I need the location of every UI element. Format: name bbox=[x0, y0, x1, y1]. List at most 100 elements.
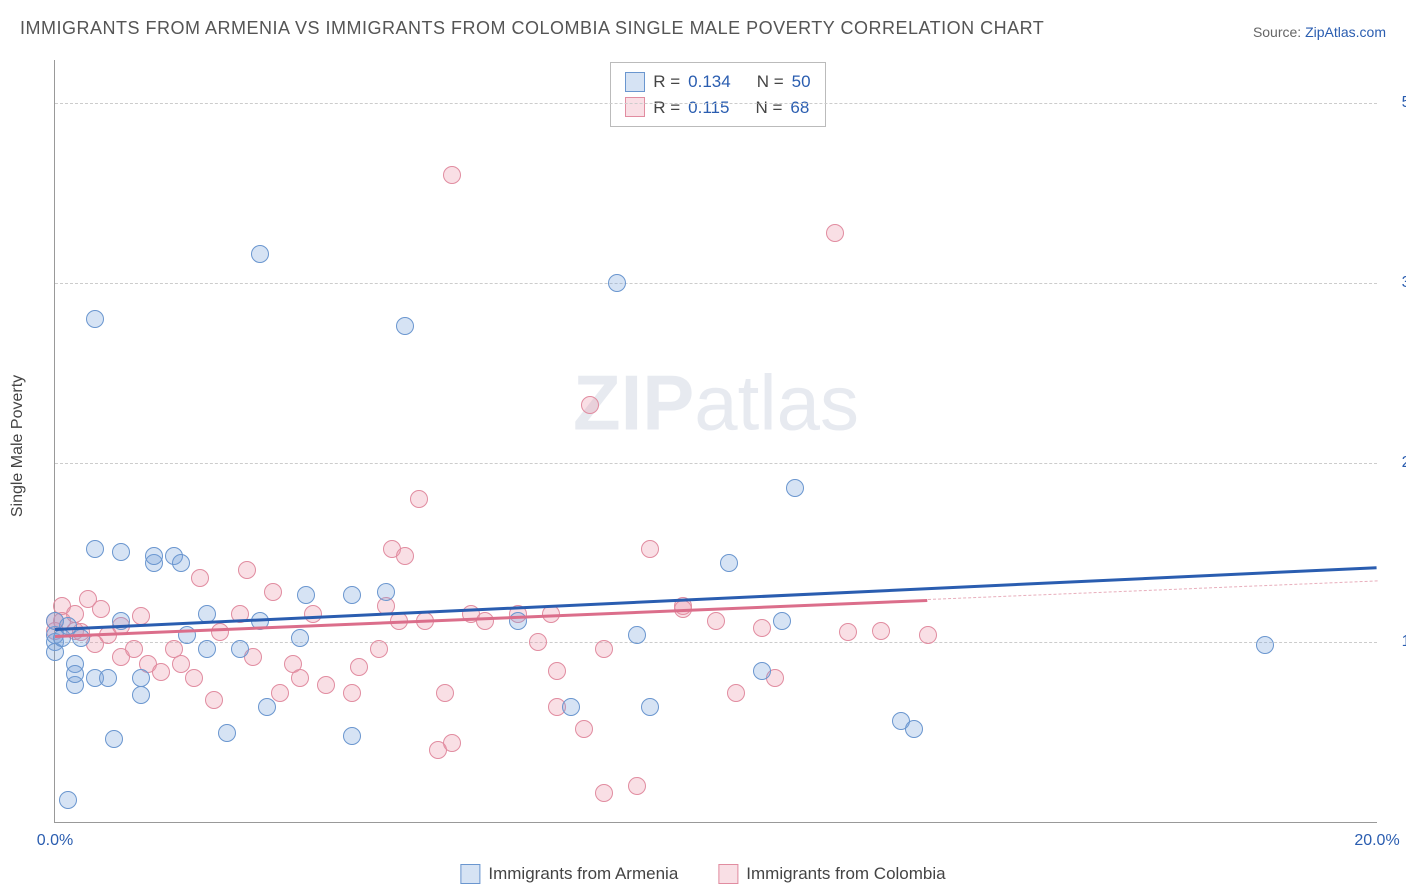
data-point bbox=[436, 684, 454, 702]
data-point bbox=[628, 777, 646, 795]
data-point bbox=[132, 686, 150, 704]
legend-n-value: 50 bbox=[792, 69, 811, 95]
data-point bbox=[258, 698, 276, 716]
watermark: ZIPatlas bbox=[573, 357, 859, 448]
data-point bbox=[191, 569, 209, 587]
x-tick-label: 20.0% bbox=[1354, 832, 1399, 850]
data-point bbox=[304, 605, 322, 623]
legend-bottom: Immigrants from Armenia Immigrants from C… bbox=[460, 864, 945, 884]
data-point bbox=[707, 612, 725, 630]
legend-stats-row: R = 0.134 N = 50 bbox=[625, 69, 810, 95]
data-point bbox=[1256, 636, 1274, 654]
data-point bbox=[628, 626, 646, 644]
data-point bbox=[238, 561, 256, 579]
data-point bbox=[125, 640, 143, 658]
data-point bbox=[377, 583, 395, 601]
data-point bbox=[172, 554, 190, 572]
y-tick-label: 25.0% bbox=[1387, 454, 1406, 472]
gridline-h bbox=[55, 283, 1377, 284]
source-attribution: Source: ZipAtlas.com bbox=[1253, 24, 1386, 40]
data-point bbox=[218, 724, 236, 742]
y-tick-label: 12.5% bbox=[1387, 633, 1406, 651]
gridline-h bbox=[55, 463, 1377, 464]
legend-r-label: R = bbox=[653, 69, 680, 95]
data-point bbox=[443, 166, 461, 184]
data-point bbox=[608, 274, 626, 292]
data-point bbox=[641, 540, 659, 558]
scatter-plot: ZIPatlas R =0.134N =50R =0.115N =68 12.5… bbox=[54, 60, 1377, 823]
legend-n-label: N = bbox=[755, 95, 782, 121]
data-point bbox=[343, 586, 361, 604]
data-point bbox=[919, 626, 937, 644]
data-point bbox=[251, 245, 269, 263]
data-point bbox=[581, 396, 599, 414]
data-point bbox=[291, 629, 309, 647]
y-axis-label: Single Male Poverty bbox=[9, 375, 27, 517]
data-point bbox=[595, 784, 613, 802]
data-point bbox=[826, 224, 844, 242]
data-point bbox=[264, 583, 282, 601]
data-point bbox=[529, 633, 547, 651]
legend-r-label: R = bbox=[653, 95, 680, 121]
data-point bbox=[641, 698, 659, 716]
legend-item: Immigrants from Colombia bbox=[718, 864, 945, 884]
data-point bbox=[152, 663, 170, 681]
data-point bbox=[297, 586, 315, 604]
data-point bbox=[145, 547, 163, 565]
legend-label: Immigrants from Colombia bbox=[746, 864, 945, 884]
data-point bbox=[132, 669, 150, 687]
data-point bbox=[343, 727, 361, 745]
data-point bbox=[205, 691, 223, 709]
data-point bbox=[562, 698, 580, 716]
data-point bbox=[410, 490, 428, 508]
data-point bbox=[905, 720, 923, 738]
chart-title: IMMIGRANTS FROM ARMENIA VS IMMIGRANTS FR… bbox=[20, 18, 1044, 39]
data-point bbox=[872, 622, 890, 640]
y-tick-label: 50.0% bbox=[1387, 94, 1406, 112]
data-point bbox=[231, 640, 249, 658]
legend-item: Immigrants from Armenia bbox=[460, 864, 678, 884]
gridline-h bbox=[55, 642, 1377, 643]
y-tick-label: 37.5% bbox=[1387, 274, 1406, 292]
data-point bbox=[271, 684, 289, 702]
data-point bbox=[370, 640, 388, 658]
data-point bbox=[112, 543, 130, 561]
legend-label: Immigrants from Armenia bbox=[488, 864, 678, 884]
data-point bbox=[66, 665, 84, 683]
data-point bbox=[185, 669, 203, 687]
data-point bbox=[396, 547, 414, 565]
gridline-h bbox=[55, 103, 1377, 104]
data-point bbox=[753, 619, 771, 637]
trend-line bbox=[55, 599, 928, 638]
legend-r-value: 0.134 bbox=[688, 69, 731, 95]
data-point bbox=[839, 623, 857, 641]
legend-swatch bbox=[460, 864, 480, 884]
data-point bbox=[786, 479, 804, 497]
legend-n-value: 68 bbox=[790, 95, 809, 121]
legend-r-value: 0.115 bbox=[688, 95, 729, 121]
data-point bbox=[59, 791, 77, 809]
data-point bbox=[86, 540, 104, 558]
legend-n-label: N = bbox=[757, 69, 784, 95]
data-point bbox=[595, 640, 613, 658]
data-point bbox=[317, 676, 335, 694]
watermark-text-b: atlas bbox=[694, 358, 859, 446]
data-point bbox=[720, 554, 738, 572]
data-point bbox=[727, 684, 745, 702]
data-point bbox=[211, 623, 229, 641]
legend-swatch bbox=[625, 97, 645, 117]
data-point bbox=[291, 669, 309, 687]
data-point bbox=[396, 317, 414, 335]
data-point bbox=[350, 658, 368, 676]
x-tick-label: 0.0% bbox=[37, 832, 73, 850]
data-point bbox=[343, 684, 361, 702]
legend-stats-box: R =0.134N =50R =0.115N =68 bbox=[610, 62, 825, 127]
data-point bbox=[443, 734, 461, 752]
legend-swatch bbox=[718, 864, 738, 884]
legend-swatch bbox=[625, 72, 645, 92]
data-point bbox=[99, 669, 117, 687]
data-point bbox=[773, 612, 791, 630]
data-point bbox=[198, 640, 216, 658]
data-point bbox=[575, 720, 593, 738]
source-link[interactable]: ZipAtlas.com bbox=[1305, 24, 1386, 40]
